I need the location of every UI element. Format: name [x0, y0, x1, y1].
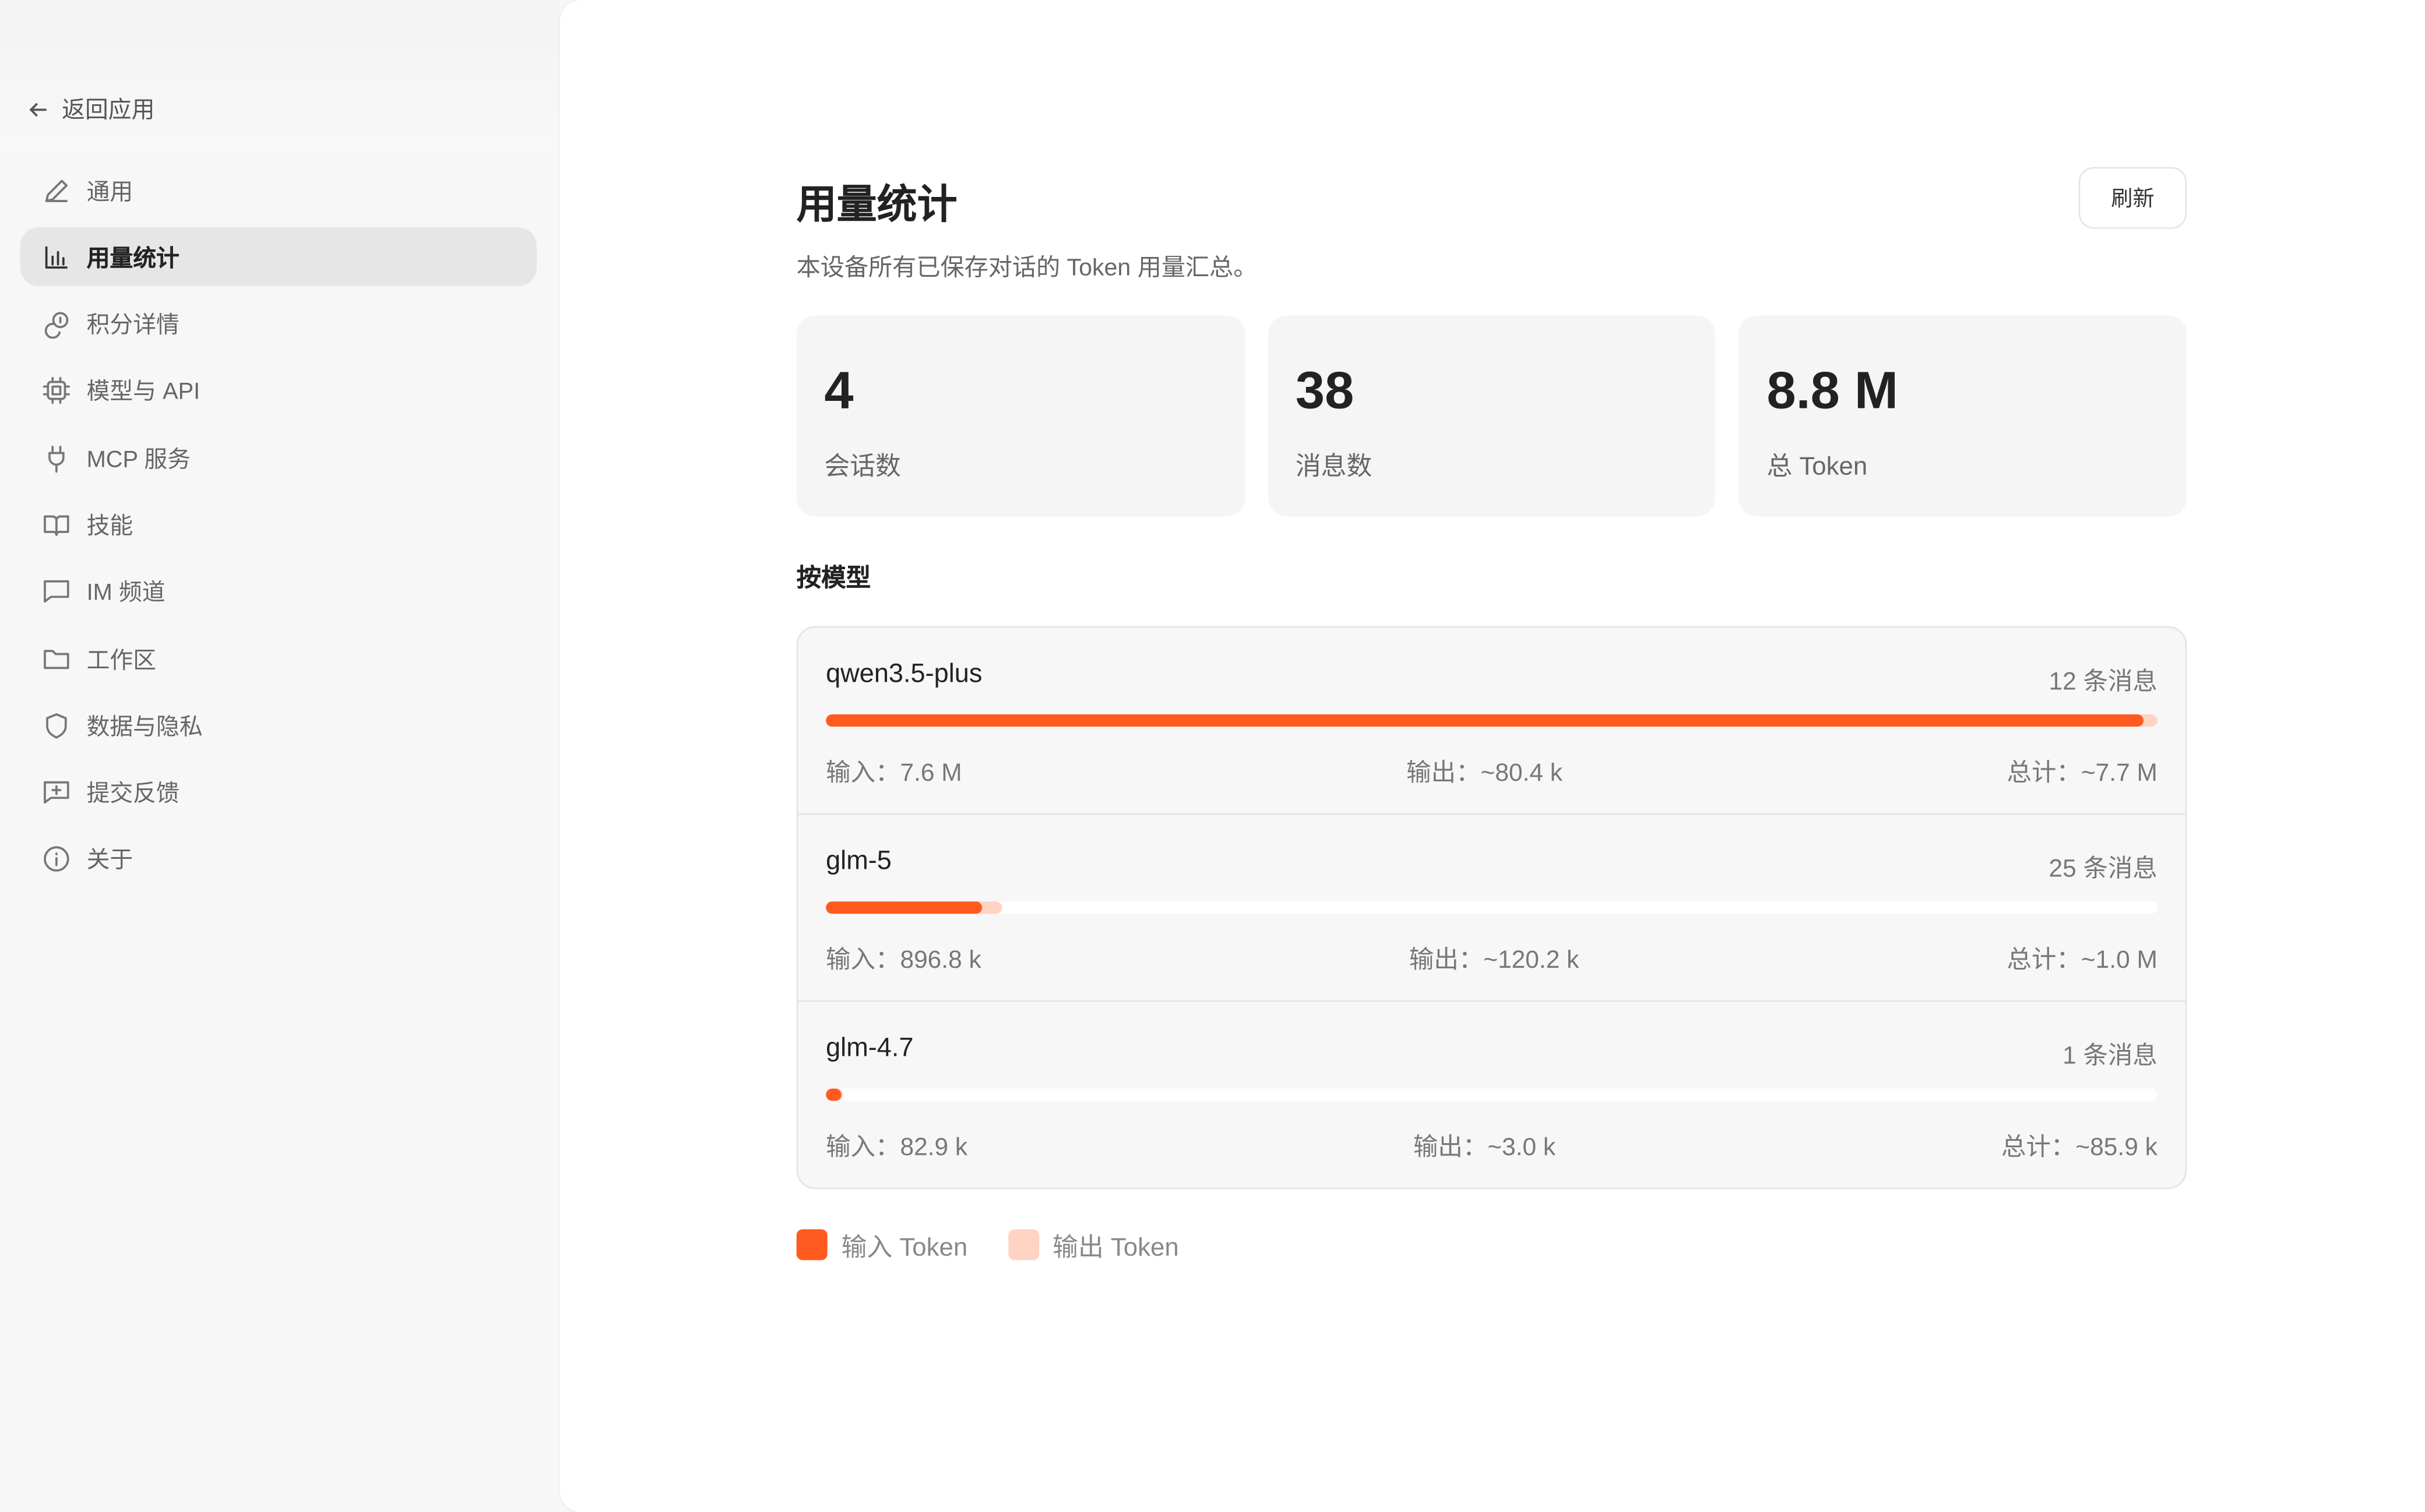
card-label: 总 Token [1766, 453, 1868, 481]
sidebar-item-5[interactable]: MCP 服务 [20, 429, 536, 488]
model-name: glm-5 [826, 845, 892, 875]
output-tokens: 输出：~120.2 k [1409, 947, 1579, 974]
sidebar-item-8[interactable]: 工作区 [20, 629, 536, 688]
legend-input: 输入 Token [796, 1226, 968, 1263]
sidebar-item-9[interactable]: 数据与隐私 [20, 696, 536, 755]
shield-icon [46, 713, 67, 739]
sidebar-item-label: 通用 [86, 178, 133, 205]
sidebar-item-label: 模型与 API [86, 379, 200, 406]
sidebar: 返回应用 通用用量统计积分详情模型与 API MCP 服务 技能 IM 频道工作区数据… [0, 0, 560, 1512]
input-bar-segment [826, 1088, 842, 1101]
sidebar-item-label: 用量统计 [86, 245, 180, 272]
card-value: 38 [1295, 361, 1354, 421]
usage-bar [826, 714, 2157, 727]
refresh-button[interactable]: 刷新 [2078, 167, 2187, 229]
legend: 输入 Token 输出 Token [796, 1226, 1179, 1263]
tokens-card: 8.8 M 总 Token [1738, 315, 2187, 517]
total-tokens: 总计：~85.9 k [2001, 1134, 2157, 1161]
output-tokens: 输出：~80.4 k [1406, 760, 1563, 787]
sidebar-item-label: 工作区 [86, 647, 157, 674]
sidebar-item-7[interactable]: IM 频道 [20, 562, 536, 621]
messages-card: 38 消息数 [1268, 315, 1716, 517]
legend-input-label: 输入 Token [841, 1233, 968, 1262]
model-name: glm-4.7 [826, 1032, 914, 1063]
card-value: 4 [824, 361, 854, 421]
input-tokens: 输入：82.9 k [826, 1134, 968, 1161]
folder-icon [44, 649, 69, 669]
chip-icon [43, 378, 70, 405]
info-icon [44, 847, 69, 873]
usage-bar [826, 901, 2157, 914]
sidebar-item-6[interactable]: 技能 [20, 495, 536, 554]
usage-bar [826, 1088, 2157, 1101]
coins-icon [44, 312, 69, 339]
input-swatch [796, 1229, 828, 1260]
sidebar-item-3[interactable]: 积分详情 [20, 295, 536, 354]
page-subtitle: 本设备所有已保存对话的 Token 用量汇总。 [796, 255, 1258, 281]
total-tokens: 总计：~1.0 M [2007, 947, 2157, 974]
card-label: 会话数 [824, 453, 901, 481]
sidebar-item-label: 技能 [86, 513, 133, 540]
sidebar-item-10[interactable]: 提交反馈 [20, 763, 536, 822]
sidebar-item-label: 提交反馈 [86, 781, 180, 808]
sidebar-item-label: 积分详情 [86, 312, 180, 339]
sessions-card: 4 会话数 [796, 315, 1245, 517]
message-plus-icon [44, 781, 69, 804]
main-panel: 用量统计 刷新 本设备所有已保存对话的 Token 用量汇总。 4 会话数 38 消… [559, 0, 2425, 1512]
total-tokens: 总计：~7.7 M [2007, 760, 2157, 787]
sidebar-item-2[interactable]: 用量统计 [20, 227, 537, 287]
sidebar-item-11[interactable]: 关于 [20, 830, 536, 889]
message-count: 25 条消息 [2049, 857, 2157, 883]
sidebar-item-1[interactable]: 通用 [20, 161, 536, 220]
legend-output: 输出 Token [1008, 1226, 1179, 1263]
legend-output-label: 输出 Token [1053, 1233, 1179, 1262]
arrow-left-icon [29, 102, 47, 117]
page-title: 用量统计 [796, 181, 958, 228]
bar-chart-icon [45, 246, 68, 269]
input-bar-segment [826, 901, 981, 914]
back-label: 返回应用 [62, 97, 155, 124]
sidebar-item-label: 关于 [86, 848, 133, 875]
back-to-app-link[interactable]: 返回应用 [28, 93, 155, 125]
sidebar-item-label: IM 频道 [86, 580, 166, 607]
summary-cards: 4 会话数 38 消息数 8.8 M 总 Token [796, 315, 2187, 517]
plug-icon [48, 445, 65, 473]
sidebar-item-label: MCP 服务 [86, 446, 191, 473]
pencil-icon [45, 179, 68, 202]
output-tokens: 输出：~3.0 k [1413, 1134, 1556, 1161]
sidebar-nav: 通用用量统计积分详情模型与 API MCP 服务 技能 IM 频道工作区数据与隐私提交… [20, 161, 537, 897]
sidebar-item-4[interactable]: 模型与 API [20, 362, 536, 421]
message-count: 1 条消息 [2063, 1044, 2157, 1070]
output-swatch [1008, 1229, 1039, 1260]
input-bar-segment [826, 714, 2144, 727]
model-row: glm-4.7 1 条消息输入：82.9 k 输出：~3.0 k 总计：~85.9 k [798, 1002, 2185, 1187]
model-name: qwen3.5-plus [826, 658, 983, 688]
message-icon [44, 580, 69, 603]
section-title: 按模型 [796, 566, 871, 593]
input-tokens: 输入：7.6 M [826, 760, 962, 787]
model-row: glm-5 25 条消息输入：896.8 k 输出：~120.2 k 总计：~1.0 … [798, 815, 2185, 1002]
card-label: 消息数 [1295, 453, 1372, 481]
model-usage-list: qwen3.5-plus 12 条消息输入：7.6 M 输出：~80.4 k 总计：~… [796, 626, 2187, 1189]
input-tokens: 输入：896.8 k [826, 947, 981, 974]
book-icon [44, 515, 69, 536]
sidebar-item-label: 数据与隐私 [86, 714, 203, 741]
message-count: 12 条消息 [2049, 669, 2157, 696]
model-row: qwen3.5-plus 12 条消息输入：7.6 M 输出：~80.4 k 总计：~… [798, 628, 2185, 815]
sidebar-header [0, 0, 560, 155]
card-value: 8.8 M [1766, 361, 1899, 421]
